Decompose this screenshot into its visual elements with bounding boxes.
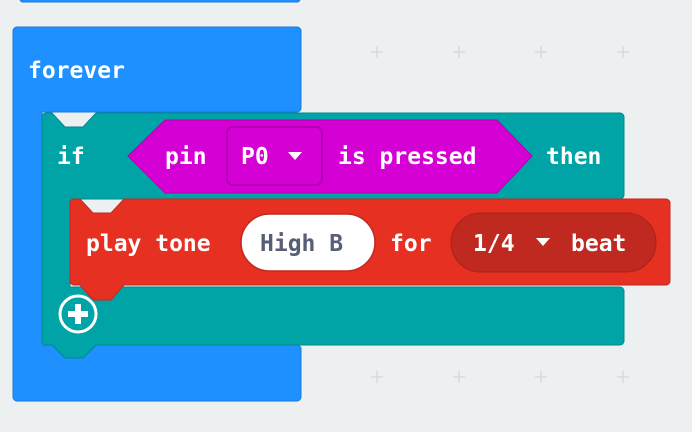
if-label: if — [57, 144, 85, 170]
pin-dropdown[interactable]: P0 — [226, 126, 323, 186]
forever-block[interactable]: forever — [12, 26, 302, 402]
previous-block-edge[interactable] — [19, 0, 301, 3]
note-value: High B — [260, 231, 343, 257]
then-label: then — [546, 144, 601, 170]
caret-down-icon — [536, 238, 550, 246]
play-tone-block[interactable]: play tone High B for 1/4 beat — [69, 198, 671, 301]
forever-label: forever — [28, 58, 125, 84]
is-pressed-label: is pressed — [338, 144, 476, 170]
beat-value: 1/4 — [473, 231, 515, 257]
for-label: for — [390, 231, 432, 257]
pin-pressed-condition[interactable]: pin P0 is pressed — [127, 119, 533, 194]
beat-dropdown[interactable]: 1/4 beat — [450, 212, 657, 273]
workspace-grid — [371, 46, 629, 383]
if-block[interactable]: if then pin P0 is pressed — [41, 112, 625, 359]
play-tone-label: play tone — [86, 231, 211, 257]
pin-label: pin — [165, 144, 207, 170]
beat-label: beat — [571, 231, 626, 257]
note-field[interactable]: High B — [240, 213, 376, 272]
pin-value: P0 — [241, 144, 269, 170]
caret-down-icon — [288, 152, 302, 160]
plus-circle-icon[interactable] — [58, 294, 98, 334]
